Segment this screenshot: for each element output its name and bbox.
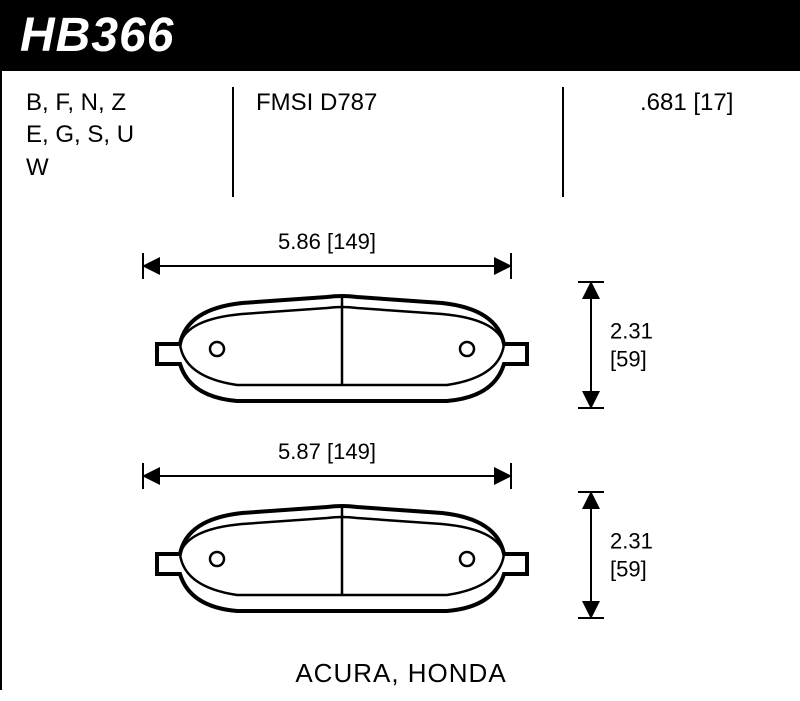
- height-dimension-top: 2.31 [59]: [562, 281, 622, 409]
- compounds-line: W: [26, 152, 208, 184]
- dimension-cap: [510, 463, 512, 489]
- dimension-line: [590, 491, 592, 619]
- info-row: B, F, N, Z E, G, S, U W FMSI D787 .681 […: [2, 71, 800, 184]
- column-divider: [562, 87, 564, 197]
- thickness-mm: [17]: [693, 89, 733, 116]
- content-area: B, F, N, Z E, G, S, U W FMSI D787 .681 […: [0, 71, 800, 690]
- height-label-top: 2.31 [59]: [610, 318, 653, 373]
- dimension-line: [142, 265, 512, 267]
- dimension-cap: [510, 253, 512, 279]
- compounds-line: B, F, N, Z: [26, 87, 208, 119]
- diagram-area: 5.86 [149]: [2, 221, 800, 701]
- fitment-label: ACURA, HONDA: [295, 658, 506, 689]
- column-divider: [232, 87, 234, 197]
- pad-bottom-group: 5.87 [149]: [142, 461, 542, 619]
- fmsi-code: FMSI D787: [256, 87, 576, 119]
- height-dimension-bottom: 2.31 [59]: [562, 491, 622, 619]
- pad-top-group: 5.86 [149]: [142, 251, 542, 409]
- dimension-cap: [578, 617, 604, 619]
- thickness-inches: .681: [640, 89, 687, 116]
- thickness-column: .681 [17]: [600, 87, 800, 184]
- width-label-bottom: 5.87 [149]: [272, 439, 382, 465]
- fmsi-column: FMSI D787: [232, 87, 600, 184]
- dimension-line: [590, 281, 592, 409]
- width-dimension-top: 5.86 [149]: [142, 251, 512, 281]
- brake-pad-bottom-drawing: [142, 499, 542, 619]
- dimension-cap: [578, 407, 604, 409]
- brake-pad-top-drawing: [142, 289, 542, 409]
- width-label-top: 5.86 [149]: [272, 229, 382, 255]
- width-dimension-bottom: 5.87 [149]: [142, 461, 512, 491]
- part-number-header: HB366: [0, 0, 800, 71]
- part-number: HB366: [20, 9, 174, 62]
- compounds-line: E, G, S, U: [26, 119, 208, 151]
- compounds-column: B, F, N, Z E, G, S, U W: [2, 87, 232, 184]
- height-label-bottom: 2.31 [59]: [610, 528, 653, 583]
- dimension-line: [142, 475, 512, 477]
